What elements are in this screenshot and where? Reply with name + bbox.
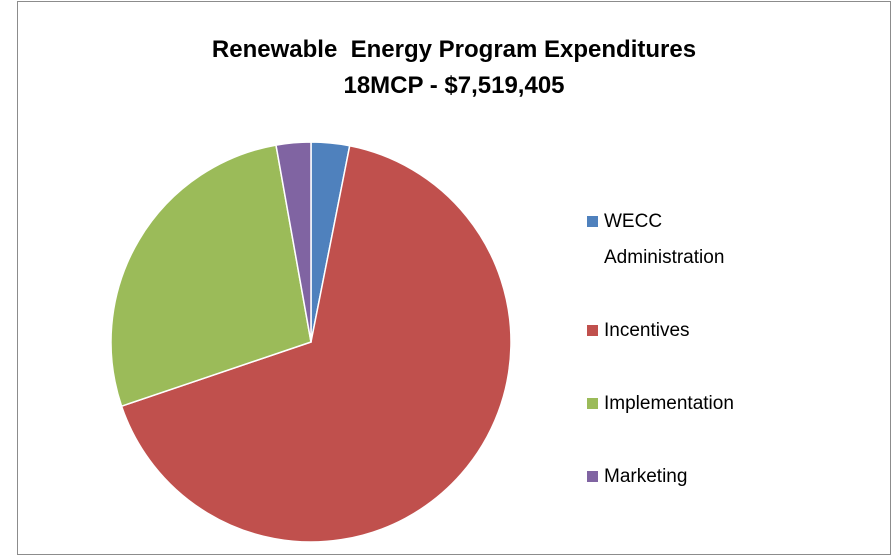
pie-slice — [110, 144, 312, 408]
chart-frame — [17, 1, 891, 555]
chart-title: Renewable Energy Program Expenditures — [211, 36, 697, 63]
legend-swatch — [587, 471, 598, 482]
pie-slice — [275, 141, 312, 343]
legend-entry: Implementation — [587, 386, 787, 422]
legend-swatch — [587, 398, 598, 409]
legend-entry: Marketing — [587, 459, 787, 495]
legend-swatch — [587, 216, 598, 227]
legend-label: Marketing — [604, 466, 688, 487]
pie-slice — [120, 144, 512, 543]
legend-entry: WECC Administration — [587, 204, 787, 276]
legend-entry: Incentives — [587, 313, 787, 349]
legend-swatch — [587, 325, 598, 336]
legend-label: WECC Administration — [604, 211, 725, 268]
legend: WECC Administration Incentives Implementat… — [587, 204, 787, 532]
legend-label: Incentives — [604, 320, 690, 341]
chart-subtitle: 18MCP - $7,519,405 — [343, 72, 565, 99]
legend-label: Implementation — [604, 393, 734, 414]
